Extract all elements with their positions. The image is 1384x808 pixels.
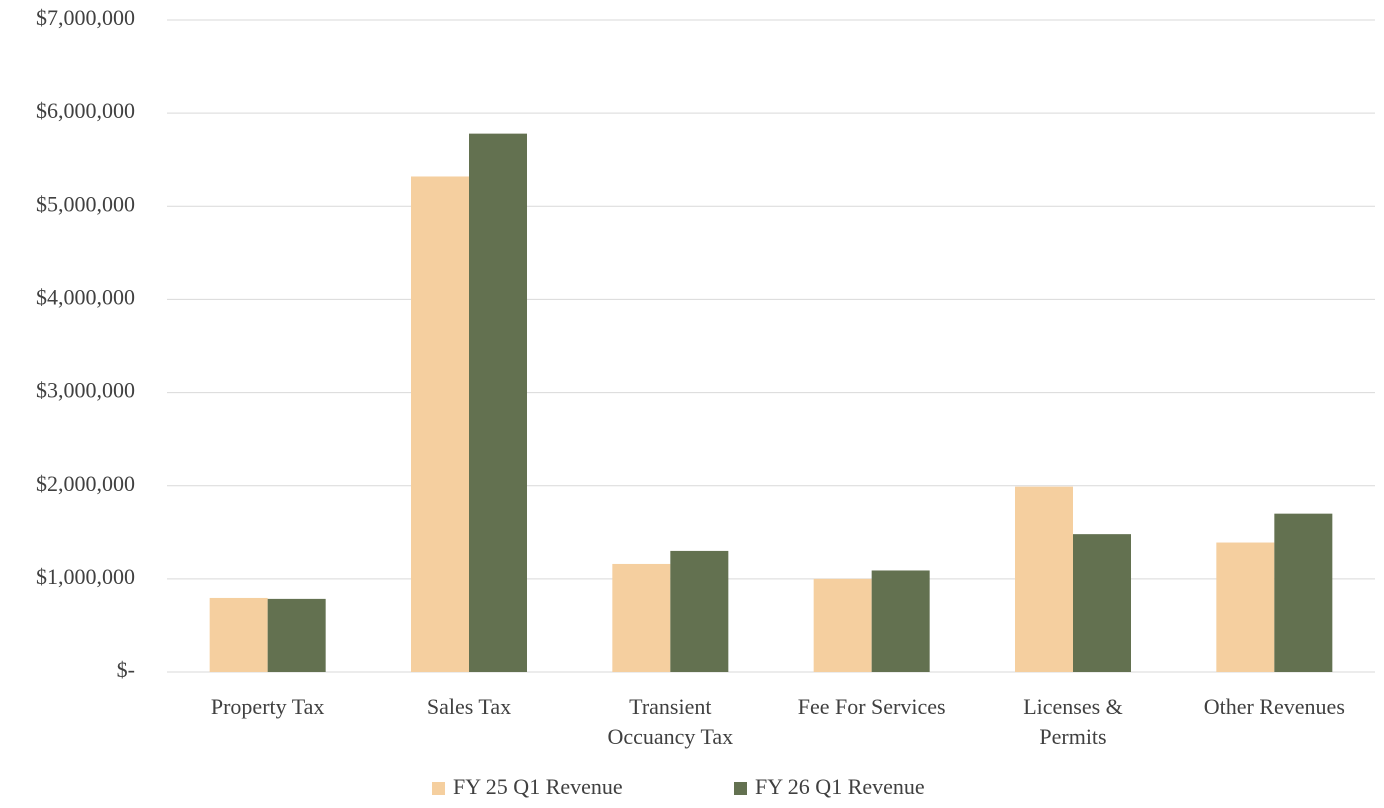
x-tick-label: Other Revenues (1203, 694, 1345, 719)
bar (1274, 513, 1333, 672)
bar (1015, 486, 1073, 672)
bar (1073, 534, 1131, 672)
bar (411, 176, 469, 673)
x-tick-label: Transient Occuancy Tax (607, 694, 734, 749)
legend-label: FY 26 Q1 Revenue (755, 774, 925, 799)
x-tick-label: Property Tax (210, 694, 325, 719)
legend-swatch (734, 782, 747, 795)
x-tick-label: Licenses & Permits (1023, 694, 1123, 749)
bar (1216, 542, 1275, 672)
bar (469, 133, 527, 673)
y-tick-label: $- (117, 657, 135, 682)
bar (612, 563, 671, 672)
y-tick-label: $3,000,000 (36, 378, 135, 403)
legend-swatch (432, 782, 445, 795)
y-tick-label: $7,000,000 (36, 5, 135, 30)
y-tick-label: $1,000,000 (36, 564, 135, 589)
bar (209, 597, 268, 672)
y-tick-label: $4,000,000 (36, 284, 135, 309)
bar (267, 598, 326, 672)
x-tick-label: Sales Tax (426, 694, 512, 719)
bar (670, 550, 729, 672)
x-tick-label: Fee For Services (797, 694, 946, 719)
bar (813, 578, 872, 672)
bar (871, 570, 930, 672)
y-tick-label: $2,000,000 (36, 471, 135, 496)
y-tick-label: $5,000,000 (36, 191, 135, 216)
legend-label: FY 25 Q1 Revenue (453, 774, 623, 799)
y-tick-label: $6,000,000 (36, 98, 135, 123)
